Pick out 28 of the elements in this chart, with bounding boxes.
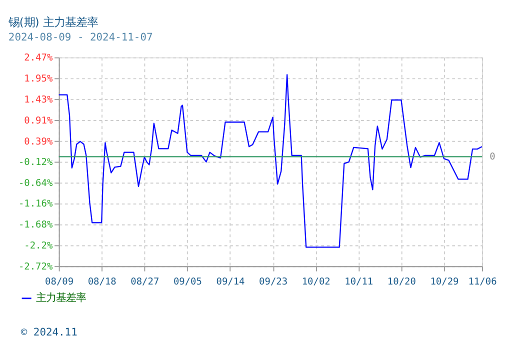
legend-label: 主力基差率 bbox=[36, 292, 86, 304]
x-tick-label: 10/11 bbox=[344, 276, 374, 288]
x-tick-label: 10/20 bbox=[387, 276, 416, 288]
text: © 2024.11 bbox=[20, 326, 78, 338]
y-tick-label: 1.95% bbox=[24, 74, 53, 85]
x-tick-label: 10/02 bbox=[302, 276, 330, 288]
y-tick-label: -0.64% bbox=[18, 178, 53, 189]
y-tick-label: -1.16% bbox=[18, 198, 53, 210]
ref-line-label: 0 bbox=[490, 152, 496, 163]
y-tick-label: 2.47% bbox=[24, 52, 53, 64]
x-tick-label: 08/09 bbox=[45, 276, 74, 288]
x-tick-label: 09/14 bbox=[216, 276, 246, 288]
x-tick-label: 11/06 bbox=[468, 276, 498, 288]
x-tick-label: 08/27 bbox=[130, 276, 160, 288]
x-tick-label: 09/05 bbox=[173, 276, 202, 288]
y-tick-label: 0.91% bbox=[24, 115, 53, 126]
x-tick-label: 08/18 bbox=[88, 276, 117, 288]
y-tick-label: -2.2% bbox=[24, 240, 53, 252]
y-tick-label: 1.43% bbox=[24, 94, 53, 106]
chart-title: 锡(期) 主力基差率 bbox=[7, 15, 98, 30]
chart-subtitle: 2024-08-09 - 2024-11-07 bbox=[8, 31, 153, 44]
y-tick-label: -0.12% bbox=[18, 156, 53, 168]
y-tick-label: -1.68% bbox=[18, 220, 53, 231]
y-tick-label: -2.72% bbox=[18, 261, 53, 272]
x-tick-label: 09/23 bbox=[259, 276, 288, 288]
line-series bbox=[58, 74, 483, 248]
x-tick-label: 10/29 bbox=[430, 276, 460, 288]
y-tick-label: 0.39% bbox=[24, 136, 53, 148]
